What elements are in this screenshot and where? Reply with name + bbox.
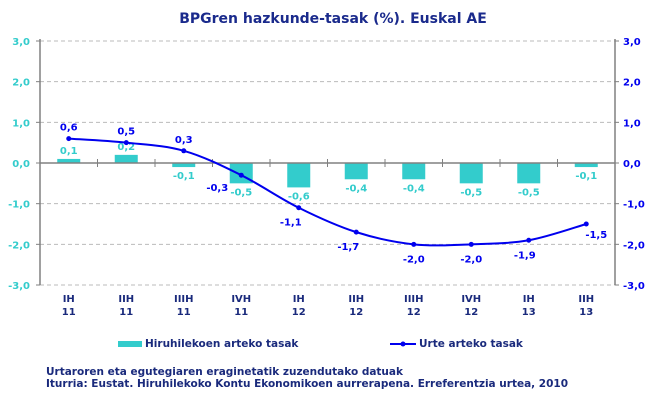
line-point	[353, 229, 359, 235]
legend-item-bars: Hiruhilekoen arteko tasak	[118, 338, 298, 350]
y-tick-label-left: 0,0	[12, 159, 30, 170]
legend-bar-swatch	[118, 341, 142, 347]
bar	[344, 163, 368, 180]
bar-data-label: 0,2	[117, 142, 135, 153]
x-tick-label-quarter: IVH	[461, 294, 481, 305]
line-point	[526, 237, 532, 243]
line-point	[411, 241, 417, 247]
y-tick-label-left: -2,0	[8, 240, 30, 251]
line-data-label: -0,3	[206, 183, 228, 194]
bar	[57, 158, 81, 163]
line-data-label: 0,5	[117, 127, 135, 138]
y-tick-label-left: 3,0	[12, 37, 30, 48]
legend-bar-label: Hiruhilekoen arteko tasak	[145, 338, 299, 350]
y-tick-label-right: -3,0	[623, 281, 645, 292]
bar	[574, 163, 598, 168]
y-tick-label-left: 1,0	[12, 118, 30, 129]
x-tick-label-quarter: IIH	[348, 294, 364, 305]
legend-line-swatch	[390, 341, 416, 347]
y-tick-label-left: -3,0	[8, 281, 30, 292]
x-tick-label-year: 12	[292, 307, 306, 318]
x-tick-label-year: 12	[464, 307, 478, 318]
bar	[459, 163, 483, 184]
bar	[517, 163, 541, 184]
line-point	[238, 172, 244, 178]
bar-data-label: -0,6	[288, 191, 310, 202]
y-tick-label-right: -2,0	[623, 240, 645, 251]
line-point	[296, 205, 302, 211]
bar-data-label: -0,5	[518, 187, 540, 198]
bar	[402, 163, 426, 180]
bar-data-label: -0,4	[403, 183, 425, 194]
x-tick-label-year: 11	[234, 307, 248, 318]
line-data-label: -1,1	[280, 218, 302, 229]
y-tick-label-right: 1,0	[623, 118, 641, 129]
line-point	[583, 221, 589, 227]
x-tick-label-quarter: IH	[63, 294, 75, 305]
line-point	[123, 140, 129, 146]
x-tick-label-year: 12	[407, 307, 421, 318]
x-tick-label-quarter: IH	[293, 294, 305, 305]
note-source: Iturria: Eustat. Hiruhilekoko Kontu Ekon…	[46, 378, 569, 390]
line-point	[181, 148, 187, 154]
x-tick-label-quarter: IH	[523, 294, 535, 305]
y-tick-label-left: 2,0	[12, 78, 30, 89]
legend-item-line: Urte arteko tasak	[390, 338, 523, 350]
x-tick-label-quarter: IIH	[118, 294, 134, 305]
y-tick-label-right: 0,0	[623, 159, 641, 170]
chart-title: BPGren hazkunde-tasak (%). Euskal AE	[179, 11, 487, 27]
bar-data-label: 0,1	[60, 146, 78, 157]
bar	[114, 154, 138, 163]
y-tick-label-left: -1,0	[8, 200, 30, 211]
line-data-label: -2,0	[403, 254, 425, 265]
line-data-label: -1,7	[337, 242, 359, 253]
x-tick-label-year: 12	[349, 307, 363, 318]
line-point	[468, 241, 474, 247]
x-tick-label-year: 13	[579, 307, 593, 318]
x-tick-label-quarter: IIH	[578, 294, 594, 305]
legend-line-label: Urte arteko tasak	[419, 338, 523, 350]
y-tick-label-right: -1,0	[623, 200, 645, 211]
line-point	[66, 136, 72, 142]
x-tick-label-year: 11	[62, 307, 76, 318]
y-tick-label-right: 3,0	[623, 37, 641, 48]
x-tick-label-quarter: IVH	[231, 294, 251, 305]
line-data-label: 0,6	[60, 123, 78, 134]
x-tick-label-year: 11	[119, 307, 133, 318]
bar-data-label: -0,5	[230, 187, 252, 198]
x-tick-label-year: 13	[522, 307, 536, 318]
note-seasonal: Urtaroren eta egutegiaren eraginetatik z…	[46, 366, 403, 378]
x-tick-label-year: 11	[177, 307, 191, 318]
bar-data-label: -0,4	[345, 183, 367, 194]
line-series	[68, 137, 587, 247]
bar-data-label: -0,5	[460, 187, 482, 198]
x-tick-label-quarter: IIIH	[404, 294, 424, 305]
bar-data-label: -0,1	[173, 171, 195, 182]
bar-data-label: -0,1	[575, 171, 597, 182]
y-tick-label-right: 2,0	[623, 78, 641, 89]
x-tick-label-quarter: IIIH	[174, 294, 194, 305]
bar	[287, 163, 311, 188]
bar	[172, 163, 196, 168]
line-data-label: 0,3	[175, 135, 193, 146]
line-data-label: -2,0	[460, 254, 482, 265]
line-data-label: -1,9	[514, 250, 536, 261]
line-data-label: -1,5	[585, 230, 607, 241]
